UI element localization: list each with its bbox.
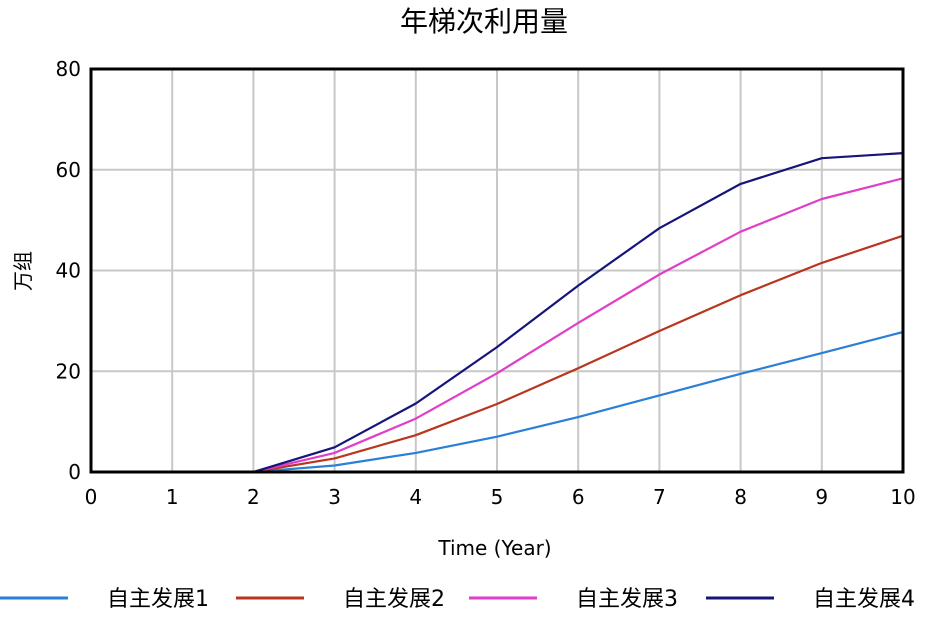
- y-tick-label: 20: [56, 359, 81, 383]
- y-tick-label: 60: [56, 158, 81, 182]
- y-axis-label: 万组: [11, 251, 35, 291]
- x-tick-label: 7: [653, 485, 666, 509]
- y-tick-labels: 0 20 40 60 80: [56, 57, 81, 484]
- plot-frame: [89, 67, 905, 474]
- legend-label-1: 自主发展1: [107, 587, 209, 612]
- grid: [90, 68, 904, 473]
- x-tick-label: 0: [85, 485, 98, 509]
- legend-label-4: 自主发展4: [813, 587, 915, 612]
- legend: 自主发展1 自主发展2 自主发展3 自主发展4: [0, 587, 915, 612]
- x-axis-label: Time (Year): [437, 536, 551, 560]
- y-tick-label: 80: [56, 57, 81, 81]
- y-tick-label: 40: [56, 259, 81, 283]
- x-tick-label: 2: [247, 485, 260, 509]
- x-tick-label: 5: [491, 485, 504, 509]
- y-tick-label: 0: [68, 460, 81, 484]
- legend-label-2: 自主发展2: [343, 587, 445, 612]
- x-tick-label: 9: [815, 485, 828, 509]
- x-tick-label: 1: [166, 485, 179, 509]
- x-tick-label: 6: [572, 485, 585, 509]
- x-tick-label: 8: [734, 485, 747, 509]
- x-tick-label: 10: [890, 485, 915, 509]
- x-tick-labels: 0 1 2 3 4 5 6 7 8 9 10: [85, 485, 916, 509]
- x-tick-label: 4: [409, 485, 422, 509]
- chart-title: 年梯次利用量: [400, 5, 568, 38]
- legend-label-3: 自主发展3: [576, 587, 678, 612]
- x-tick-label: 3: [328, 485, 341, 509]
